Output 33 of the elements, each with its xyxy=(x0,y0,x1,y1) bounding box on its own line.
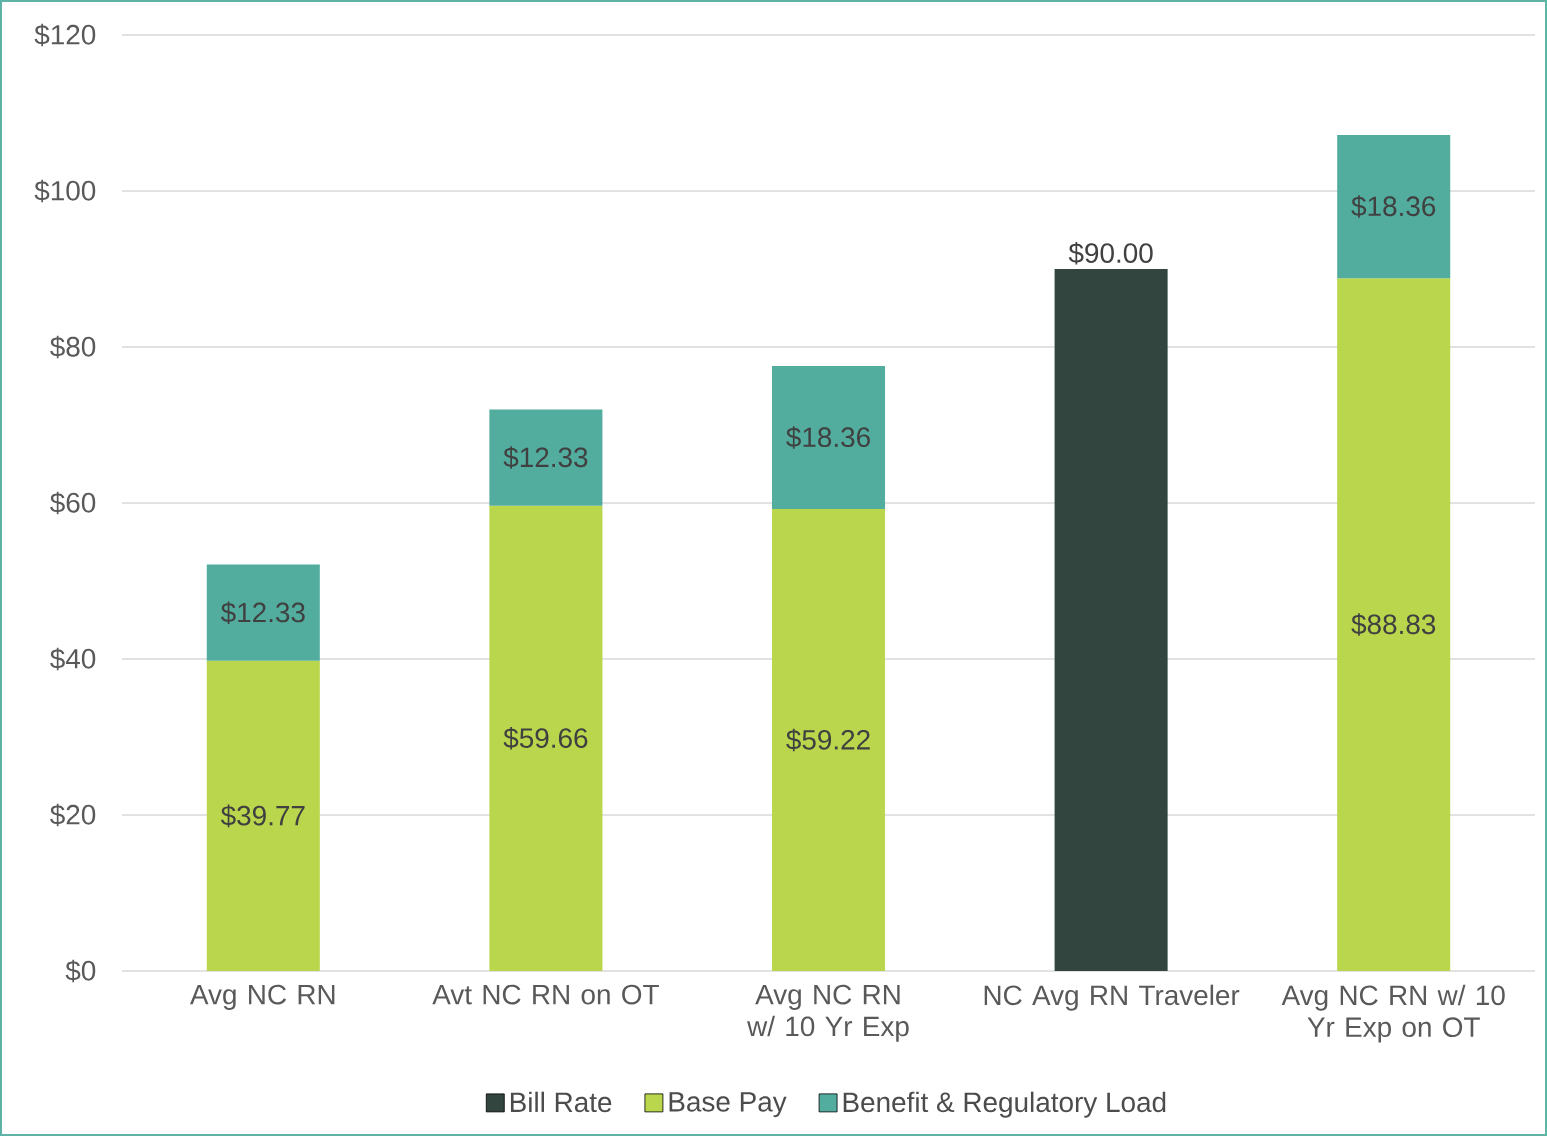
bar xyxy=(489,409,603,506)
data-label: $88.83 xyxy=(1351,613,1436,636)
x-tick-label: Avg NC RN w/ 10 Yr Exp xyxy=(747,984,909,1042)
x-tick-label: NC Avg RN Traveler xyxy=(984,984,1240,1011)
y-tick-label: $0 xyxy=(65,959,96,983)
bar xyxy=(1054,268,1168,971)
data-label: $59.66 xyxy=(503,727,588,750)
bar xyxy=(206,564,320,661)
x-tick-label: Avg NC RN xyxy=(189,984,335,1010)
y-tick-label: $40 xyxy=(50,647,96,671)
data-label: $39.77 xyxy=(220,804,305,828)
y-tick-label: $100 xyxy=(34,179,96,203)
bar xyxy=(1337,134,1451,279)
bar xyxy=(206,660,320,971)
y-tick-label: $60 xyxy=(50,491,96,515)
legend-label: Bill Rate xyxy=(510,1091,612,1113)
bar xyxy=(489,505,603,971)
bar xyxy=(771,509,886,971)
data-label: $18.36 xyxy=(1351,195,1436,218)
legend-label: Benefit & Regulatory Load xyxy=(843,1091,1166,1118)
legend-label: Base Pay xyxy=(669,1092,787,1118)
bar xyxy=(771,365,886,510)
data-label: $12.33 xyxy=(503,446,588,469)
data-label: $18.36 xyxy=(786,426,870,449)
data-label: $12.33 xyxy=(220,601,305,624)
bar xyxy=(1337,278,1451,971)
data-label: $90.00 xyxy=(1068,242,1153,265)
y-tick-label: $20 xyxy=(50,803,96,827)
data-label: $59.22 xyxy=(786,728,870,752)
x-tick-label: Avt NC RN on OT xyxy=(432,984,659,1005)
x-tick-label: Avg NC RN w/ 10 Yr Exp on OT xyxy=(1281,984,1505,1043)
y-tick-label: $120 xyxy=(34,23,96,47)
y-tick-label: $80 xyxy=(50,335,96,359)
